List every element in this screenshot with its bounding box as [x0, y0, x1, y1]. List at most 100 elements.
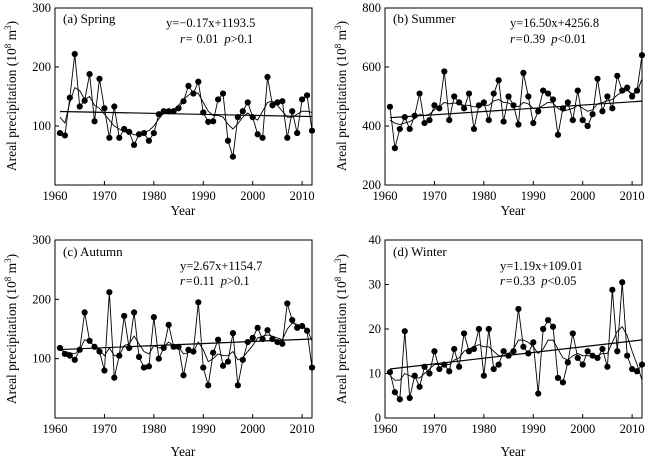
- x-tick-label: 1980: [141, 422, 166, 436]
- data-point: [460, 330, 468, 337]
- x-tick-label: 1990: [521, 189, 546, 203]
- x-tick-label: 1990: [521, 422, 546, 436]
- x-tick-label: 2000: [240, 422, 265, 436]
- data-point: [456, 363, 463, 370]
- y-title-main: Areal precipitation (10: [334, 281, 349, 404]
- x-tick-label: 1980: [471, 422, 496, 436]
- data-point: [71, 356, 78, 363]
- data-point: [421, 119, 428, 127]
- x-ticks: 1960 1970 1980 1990 2000 2010: [43, 181, 315, 203]
- regression-equation: y=2.67x+1154.7: [180, 259, 262, 273]
- data-point: [279, 340, 286, 347]
- data-point: [294, 324, 301, 331]
- data-point: [224, 358, 232, 365]
- data-point: [515, 305, 522, 313]
- data-point: [224, 137, 232, 144]
- data-point: [234, 114, 241, 121]
- data-point: [219, 90, 227, 97]
- data-point: [386, 103, 394, 110]
- y-tick-label: 0: [375, 411, 381, 425]
- data-point: [210, 118, 217, 125]
- data-point: [426, 117, 433, 124]
- regression-equation: y=16.50x+4256.8: [510, 16, 599, 30]
- y-title-main: Areal precipitation (10: [4, 48, 19, 171]
- data-point: [535, 390, 542, 397]
- data-point: [200, 109, 207, 116]
- plot-frame: [54, 239, 313, 419]
- data-point: [289, 108, 296, 115]
- data-point: [614, 72, 621, 79]
- x-tick-label: 1960: [373, 422, 398, 436]
- trend-line: [59, 110, 313, 118]
- data-point: [170, 343, 177, 350]
- data-point: [150, 314, 157, 321]
- x-tick-label: 1970: [92, 422, 117, 436]
- data-point: [244, 99, 251, 106]
- x-ticks: 1960 1970 1980 1990 2000 2010: [373, 181, 645, 203]
- regression-stats: r= 0.01 p>0.1: [180, 32, 253, 46]
- r-symbol: r=: [510, 32, 523, 46]
- data-point: [269, 102, 276, 109]
- data-point: [185, 346, 192, 353]
- data-point: [574, 354, 581, 362]
- data-point: [96, 75, 103, 82]
- x-tick-label: 1960: [43, 422, 68, 436]
- y-title-unit: m: [4, 262, 19, 276]
- data-point: [185, 82, 192, 89]
- data-point: [416, 90, 423, 97]
- data-point: [633, 87, 641, 94]
- data-point: [629, 365, 636, 373]
- data-point: [244, 338, 251, 346]
- data-point: [411, 372, 418, 379]
- data-point: [259, 134, 266, 141]
- data-point: [460, 105, 468, 112]
- data-point: [121, 312, 128, 320]
- data-point: [475, 102, 483, 109]
- data-point: [609, 286, 616, 293]
- data-point: [145, 363, 153, 370]
- x-ticks: 1960 1970 1980 1990 2000 2010: [373, 414, 645, 436]
- data-point: [175, 105, 182, 112]
- data-point: [180, 372, 187, 379]
- r-value: 0.11: [193, 274, 214, 288]
- data-point: [259, 335, 266, 343]
- x-tick-label: 2010: [290, 422, 315, 436]
- y-title-unit: m: [4, 29, 19, 43]
- r-value: 0.01: [193, 32, 218, 46]
- y-tick-label: 300: [32, 233, 51, 247]
- data-point: [200, 364, 207, 371]
- data-point: [91, 118, 98, 125]
- data-point: [239, 356, 246, 363]
- data-point: [180, 98, 187, 105]
- regression-equation: y=−0.17x+1193.5: [166, 16, 255, 30]
- data-point: [485, 325, 492, 333]
- data-point: [421, 363, 428, 370]
- data-point: [214, 336, 222, 343]
- y-title-unit: m: [334, 29, 349, 43]
- data-point: [451, 93, 458, 100]
- data-point: [269, 335, 276, 343]
- data-point: [294, 129, 301, 137]
- data-point: [140, 129, 148, 137]
- p-value: >0.1: [227, 274, 250, 288]
- y-title-exp: 8: [333, 276, 343, 281]
- data-point: [500, 118, 507, 125]
- data-point: [401, 114, 408, 121]
- data-point: [465, 348, 473, 355]
- data-point: [401, 328, 408, 335]
- y-tick-label: 20: [369, 322, 382, 336]
- data-point: [101, 367, 108, 374]
- data-point: [624, 84, 631, 91]
- data-point: [205, 118, 212, 125]
- data-point: [396, 396, 403, 403]
- smoothed-line: [389, 326, 643, 381]
- observed-line: [389, 55, 643, 149]
- y-axis-title: Areal precipitation (108 m3): [333, 21, 349, 171]
- data-point: [475, 325, 483, 333]
- data-point: [264, 327, 271, 334]
- x-tick-label: 1960: [43, 189, 68, 203]
- p-symbol: p: [220, 274, 227, 288]
- data-point: [530, 119, 537, 127]
- data-point: [604, 363, 611, 370]
